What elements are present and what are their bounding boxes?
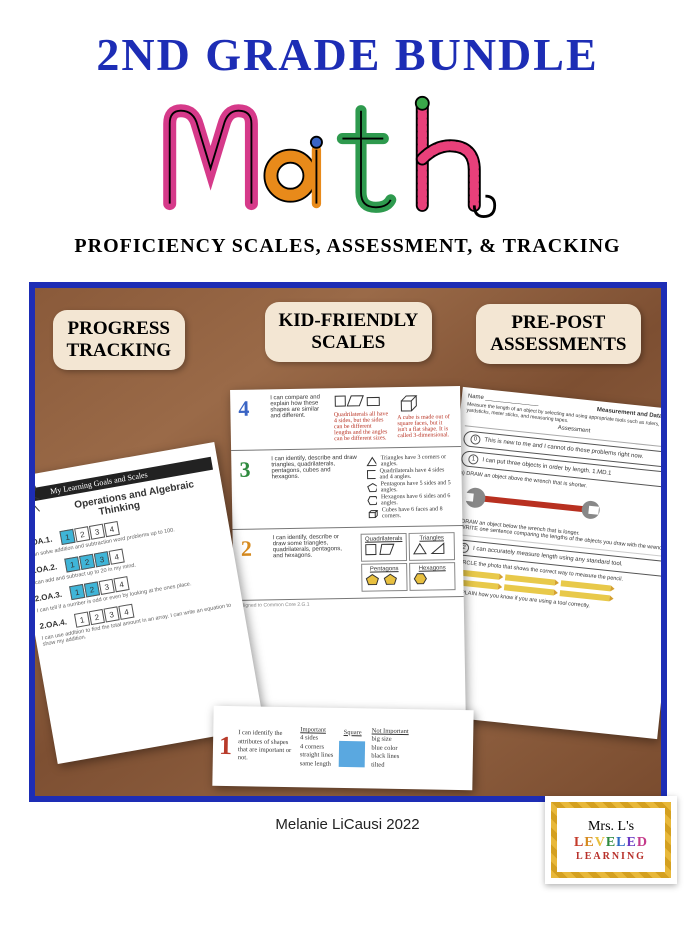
subtitle: PROFICIENCY SCALES, ASSESSMENT, & TRACKI… [0,235,695,258]
badge-scales: KID-FRIENDLYSCALES [265,302,433,362]
math-wordart [0,89,695,229]
page-title: 2ND GRADE BUNDLE [0,28,695,81]
worksheet-card-level1: 1 I can identify the attributes of shape… [212,706,473,791]
badge-assess: PRE-POSTASSESSMENTS [476,304,640,364]
photo-frame: PROGRESSTRACKING KID-FRIENDLYSCALES PRE-… [29,282,667,802]
worksheet-scales: 4 I can compare and explain how these sh… [230,386,466,730]
brand-logo: Mrs. L's LEVELED LEARNING [545,796,677,884]
badge-progress: PROGRESSTRACKING [53,310,186,370]
